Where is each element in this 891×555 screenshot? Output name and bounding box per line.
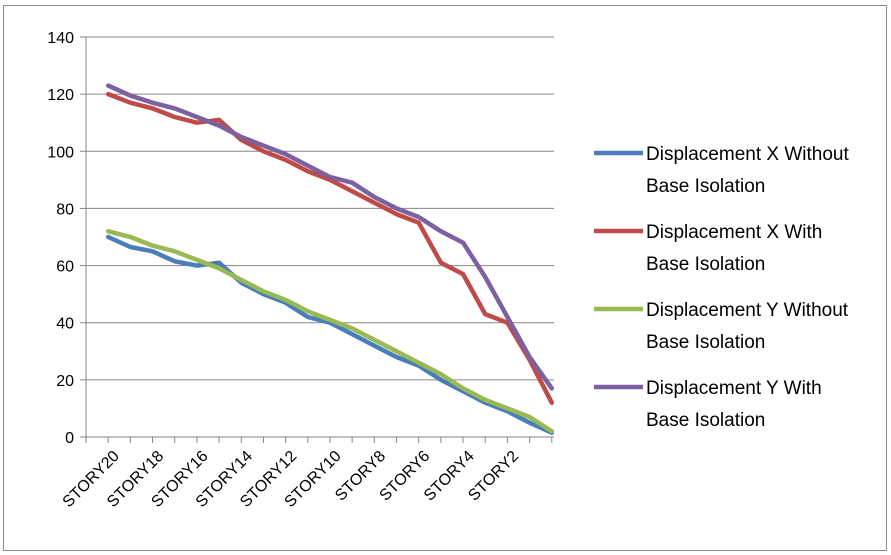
legend-label: Displacement X Without	[646, 144, 849, 165]
y-tick-label: 100	[47, 144, 74, 161]
series-line-2	[105, 91, 555, 405]
series-line-1	[105, 234, 555, 435]
series-line-4	[105, 83, 555, 391]
legend-label: Base Isolation	[646, 254, 765, 275]
legend-label: Base Isolation	[646, 176, 765, 197]
legend: Displacement X Without Base Isolation Disp…	[594, 144, 849, 431]
legend-label: Displacement Y Without	[646, 300, 849, 321]
y-tick-label: 120	[47, 87, 74, 104]
y-tick-label: 20	[56, 373, 74, 390]
y-tick-label: 0	[65, 430, 74, 447]
gridlines	[86, 36, 554, 381]
legend-label: Displacement Y With	[646, 378, 822, 399]
legend-label: Displacement X With	[646, 222, 822, 243]
y-tick-label: 80	[56, 201, 74, 218]
y-tick-label: 40	[56, 316, 74, 333]
legend-label: Base Isolation	[646, 410, 765, 431]
series-line-3	[105, 229, 555, 434]
y-tick-label: 140	[47, 30, 74, 47]
chart-area	[3, 5, 887, 551]
y-tick-label: 60	[56, 259, 74, 276]
legend-label: Base Isolation	[646, 332, 765, 353]
series-lines	[105, 83, 555, 435]
